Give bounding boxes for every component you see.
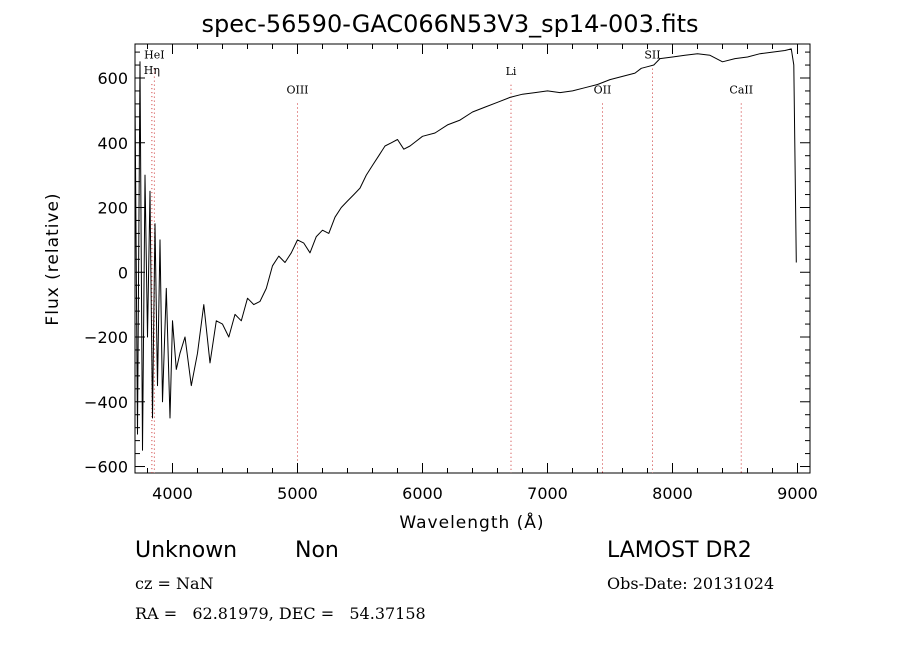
x-tick-label: 7000	[527, 484, 568, 503]
line-markers: HeI Hη OIII Li OII SII CaII	[144, 49, 753, 473]
spectrum-series	[134, 48, 797, 451]
observation-date: Obs-Date: 20131024	[607, 574, 775, 593]
survey-name: LAMOST DR2	[607, 538, 752, 563]
y-tick-label: −200	[84, 328, 128, 347]
line-marker-label: Li	[506, 65, 517, 78]
y-tick-label: −400	[84, 393, 128, 412]
axis-ticks: 4000 5000 6000 7000 8000 9000 −600 −400 −200 0 200…	[84, 44, 818, 503]
x-axis-label: Wavelength (Å)	[399, 511, 544, 533]
y-tick-label: 0	[118, 263, 128, 282]
x-tick-label: 8000	[652, 484, 693, 503]
y-tick-label: 200	[97, 199, 128, 218]
line-marker-label: HeI	[144, 49, 164, 62]
spectral-class: Unknown	[135, 538, 238, 563]
line-marker-label: Hη	[144, 64, 160, 77]
x-tick-label: 5000	[277, 484, 318, 503]
y-tick-label: −600	[84, 458, 128, 477]
plot-border	[134, 43, 811, 474]
y-tick-label: 600	[97, 69, 128, 88]
line-marker-label: CaII	[729, 84, 753, 97]
plot-frame	[134, 43, 811, 474]
y-tick-label: 400	[97, 134, 128, 153]
spectrum-line	[134, 48, 797, 451]
x-tick-label: 6000	[402, 484, 443, 503]
x-tick-label: 4000	[152, 484, 193, 503]
x-tick-label: 9000	[777, 484, 818, 503]
y-axis-label: Flux (relative)	[43, 192, 63, 325]
coordinates-readout: RA = 62.81979, DEC = 54.37158	[135, 604, 426, 623]
line-marker-label: OII	[594, 84, 612, 97]
spectral-subclass: Non	[295, 538, 339, 563]
redshift-readout: cz = NaN	[135, 574, 214, 593]
chart-title: spec-56590-GAC066N53V3_sp14-003.fits	[201, 10, 699, 38]
line-marker-label: SII	[644, 49, 660, 62]
line-marker-label: OIII	[286, 84, 308, 97]
